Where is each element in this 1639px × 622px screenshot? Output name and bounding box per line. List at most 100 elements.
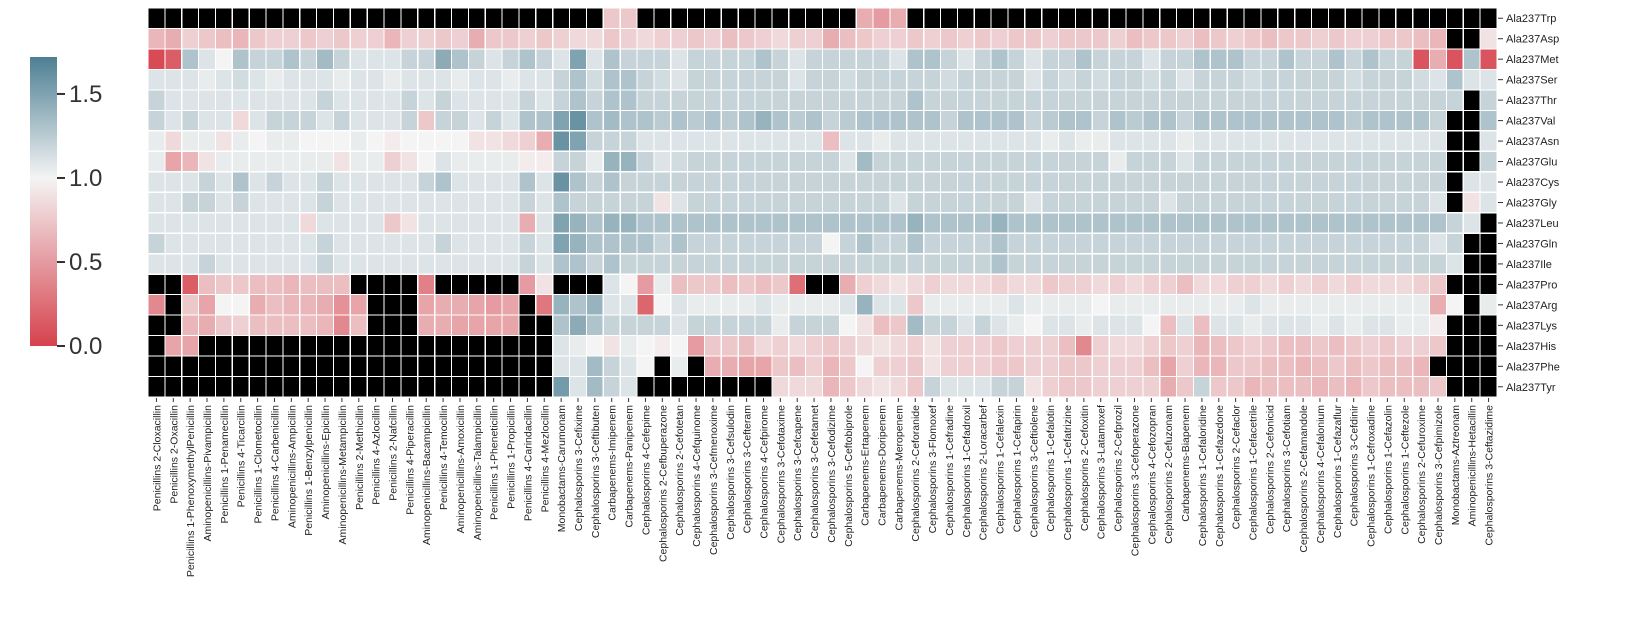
heatmap-cell	[1142, 253, 1161, 275]
heatmap-cell	[282, 314, 301, 337]
heatmap-cell	[1041, 171, 1060, 193]
heatmap-cell	[1074, 48, 1093, 71]
heatmap-cell	[1344, 7, 1363, 30]
heatmap-cell	[703, 334, 722, 357]
heatmap-cell	[1327, 109, 1346, 132]
heatmap-cell	[1479, 212, 1498, 234]
heatmap-cell	[434, 253, 453, 275]
heatmap-cell	[1142, 273, 1161, 296]
heatmap-cell	[181, 48, 200, 71]
heatmap-cell	[1176, 171, 1195, 193]
heatmap-cell	[484, 294, 503, 316]
heatmap-cell	[299, 171, 318, 193]
heatmap-cell	[1243, 27, 1262, 50]
heatmap-cell	[619, 191, 638, 214]
column-label: Penicillins 4-Carbenicillin	[269, 405, 281, 521]
heatmap-cell	[484, 334, 503, 357]
heatmap-cell	[602, 273, 621, 296]
heatmap-cell	[1378, 232, 1397, 255]
heatmap-cell	[197, 68, 217, 91]
heatmap-cell	[535, 150, 554, 173]
heatmap-cell	[417, 314, 436, 337]
heatmap-cell	[248, 150, 267, 173]
heatmap-cell	[535, 68, 554, 91]
heatmap-cell	[1428, 171, 1448, 193]
heatmap-cell	[316, 334, 335, 357]
heatmap-cell	[821, 294, 840, 316]
heatmap-cell	[484, 89, 503, 111]
heatmap-cell	[164, 27, 183, 50]
heatmap-cell	[1091, 191, 1110, 214]
heatmap-cell	[248, 130, 267, 152]
heatmap-cell	[568, 130, 588, 152]
heatmap-cell	[821, 68, 840, 91]
heatmap-cell	[467, 130, 486, 152]
heatmap-cell	[366, 191, 385, 214]
heatmap-cell	[1479, 89, 1498, 111]
heatmap-cell	[282, 191, 301, 214]
heatmap-cell	[1007, 171, 1026, 193]
heatmap-cell	[1260, 232, 1279, 255]
heatmap-cell	[990, 273, 1009, 296]
heatmap-cell	[316, 232, 335, 255]
heatmap-cell	[467, 294, 486, 316]
heatmap-cell	[299, 191, 318, 214]
heatmap-cell	[889, 150, 908, 173]
heatmap-cell	[400, 68, 419, 91]
heatmap-cell	[1192, 314, 1211, 337]
heatmap-cell	[535, 355, 554, 378]
heatmap-cell	[1462, 109, 1481, 132]
heatmap-cell	[939, 89, 958, 111]
heatmap-cell	[1260, 355, 1279, 378]
heatmap-cell	[636, 375, 655, 398]
heatmap-cell	[1041, 334, 1060, 357]
column-label: Cephalosporins 3-Cefetamet	[809, 405, 821, 539]
heatmap-cell	[1428, 109, 1448, 132]
heatmap-cell	[248, 68, 267, 91]
heatmap-cell	[906, 314, 925, 337]
heatmap-cell	[889, 48, 908, 71]
heatmap-cell	[450, 355, 469, 378]
heatmap-cell	[906, 27, 925, 50]
heatmap-cell	[1327, 48, 1346, 71]
heatmap-cell	[737, 314, 756, 337]
heatmap-cell	[838, 7, 857, 30]
heatmap-cell	[1192, 27, 1211, 50]
heatmap-cell	[214, 294, 233, 316]
heatmap-cell	[1125, 89, 1144, 111]
heatmap-cell	[501, 150, 520, 173]
heatmap-cell	[1159, 130, 1178, 152]
heatmap-cell	[535, 89, 554, 111]
heatmap-cell	[501, 314, 520, 337]
heatmap-cell	[1091, 68, 1110, 91]
heatmap-cell	[754, 171, 773, 193]
heatmap-cell	[838, 375, 857, 398]
heatmap-cell	[400, 48, 419, 71]
column-label: Cephalosporins 1-Cefadroxil	[961, 405, 973, 538]
heatmap-cell	[1057, 253, 1077, 275]
heatmap-cell	[518, 375, 537, 398]
heatmap-cell	[231, 191, 250, 214]
heatmap-cell	[181, 7, 200, 30]
heatmap-cell	[400, 191, 419, 214]
heatmap-cell	[1176, 375, 1195, 398]
heatmap-cell	[1327, 27, 1346, 50]
heatmap-cell	[1310, 48, 1329, 71]
heatmap-cell	[1176, 253, 1195, 275]
heatmap-cell	[197, 273, 217, 296]
heatmap-cell	[737, 48, 756, 71]
heatmap-cell	[1277, 7, 1296, 30]
row-label: Ala237Arg	[1506, 300, 1557, 312]
heatmap-cell	[518, 150, 537, 173]
heatmap-cell	[383, 7, 402, 30]
heatmap-cell	[467, 212, 486, 234]
heatmap-cell	[450, 171, 469, 193]
heatmap-cell	[1007, 7, 1026, 30]
heatmap-cell	[1091, 334, 1110, 357]
heatmap-cell	[1294, 273, 1313, 296]
heatmap-cell	[366, 212, 385, 234]
heatmap-cells	[147, 7, 1498, 398]
heatmap-cell	[788, 7, 807, 30]
heatmap-cell	[231, 68, 250, 91]
heatmap-cell	[1361, 273, 1380, 296]
